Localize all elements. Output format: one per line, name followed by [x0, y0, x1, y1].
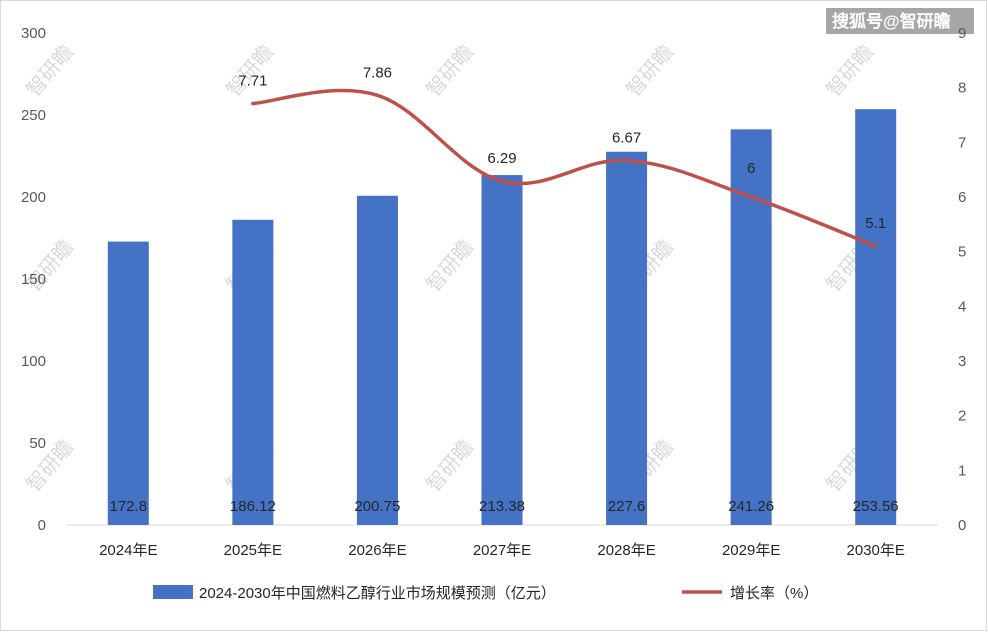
- brand-watermark-bg: [826, 8, 974, 34]
- bar-market-size: [107, 241, 149, 525]
- y-right-tick-label: 6: [958, 189, 966, 206]
- bar-value-label: 200.75: [354, 498, 400, 515]
- growth-rate-label: 7.71: [238, 73, 267, 90]
- bar-market-size: [730, 129, 772, 525]
- bar-market-size: [232, 219, 274, 526]
- growth-rate-label: 5.1: [865, 215, 886, 232]
- bar-market-size: [356, 195, 398, 525]
- growth-rate-label: 7.86: [363, 64, 392, 81]
- y-left-tick-label: 200: [21, 189, 46, 206]
- bar-value-label: 241.26: [728, 498, 774, 515]
- y-right-tick-label: 7: [958, 134, 966, 151]
- y-right-tick-label: 0: [958, 517, 966, 534]
- growth-rate-label: 6.29: [487, 150, 516, 167]
- bar-value-label: 186.12: [230, 498, 276, 515]
- line-layer: [251, 88, 878, 248]
- y-left-tick-label: 250: [21, 107, 46, 124]
- x-tick-label: 2025年E: [224, 542, 282, 559]
- bar-market-size: [481, 175, 523, 525]
- y-left-tick-label: 50: [29, 435, 46, 452]
- y-left-tick-label: 0: [38, 517, 46, 534]
- bar-market-size: [606, 151, 648, 525]
- y-right-tick-label: 3: [958, 353, 966, 370]
- bar-market-size: [855, 109, 897, 526]
- x-tick-label: 2024年E: [99, 542, 157, 559]
- growth-rate-label: 6.67: [612, 129, 641, 146]
- bar-value-label: 172.8: [110, 498, 148, 515]
- bar-value-label: 213.38: [479, 498, 525, 515]
- y-right-tick-label: 9: [958, 25, 966, 42]
- y-left-tick-label: 300: [21, 25, 46, 42]
- y-left-tick-label: 150: [21, 271, 46, 288]
- labels-layer: 172.8 186.12 200.75 213.38 227.6 241.26 253.56…: [110, 64, 899, 515]
- bar-value-label: 253.56: [853, 498, 899, 515]
- brand-watermark: 搜狐号@智研瞻: [832, 11, 951, 31]
- x-tick-label: 2028年E: [597, 542, 655, 559]
- y-right-tick-label: 4: [958, 298, 966, 315]
- y-right-tick-label: 5: [958, 244, 966, 261]
- y-right-tick-label: 1: [958, 462, 966, 479]
- y-right-tick-label: 8: [958, 80, 966, 97]
- legend: 2024-2030年中国燃料乙醇行业市场规模预测（亿元） 增长率（%）: [153, 584, 818, 602]
- growth-rate-line: [251, 88, 878, 248]
- legend-swatch-bar: [153, 585, 193, 599]
- y-right-tick-label: 2: [958, 408, 966, 425]
- x-tick-label: 2029年E: [722, 542, 780, 559]
- x-tick-label: 2030年E: [847, 542, 905, 559]
- x-tick-label: 2026年E: [348, 542, 406, 559]
- y-left-tick-label: 100: [21, 353, 46, 370]
- growth-rate-label: 6: [747, 160, 755, 177]
- x-tick-label: 2027年E: [473, 542, 531, 559]
- bar-value-label: 227.6: [608, 498, 646, 515]
- legend-label-bar: 2024-2030年中国燃料乙醇行业市场规模预测（亿元）: [199, 584, 556, 602]
- legend-label-line: 增长率（%）: [730, 585, 818, 602]
- axes-layer: 0 50 100 150 200 250 300 0 1 2 3 4 5 6 7 8 9 2024年E 2025年E…: [21, 25, 966, 559]
